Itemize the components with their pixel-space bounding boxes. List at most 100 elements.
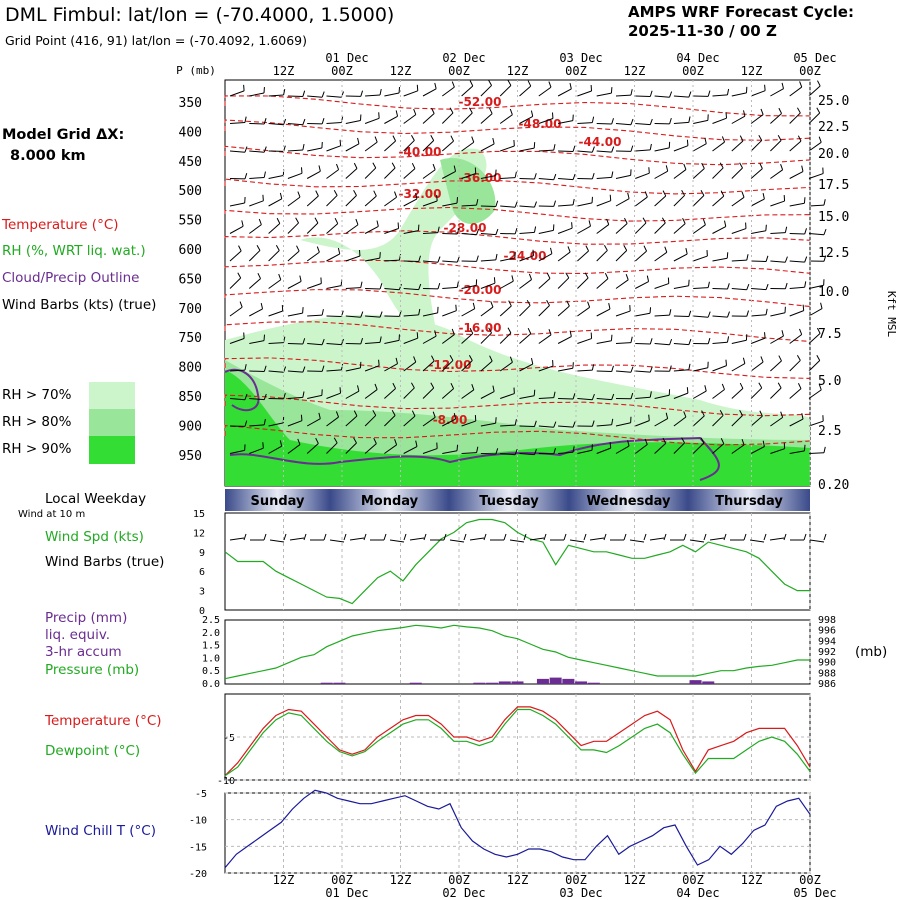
wind-barb-flag — [648, 414, 650, 421]
wind-barbs-grid — [229, 79, 827, 456]
wind-barb-flag — [611, 418, 614, 425]
wind-barb — [229, 369, 246, 372]
wind-barb-flag — [449, 107, 454, 114]
wind-barb — [635, 370, 651, 373]
wind-barb — [345, 143, 360, 152]
wind-barb — [480, 259, 496, 262]
windchill-tick-label: -15 — [189, 842, 207, 853]
wind-barb — [364, 443, 377, 454]
wind-barb — [596, 340, 612, 344]
temp-tick-label: -10 — [217, 776, 235, 787]
wind-barb — [596, 308, 611, 317]
surface-wind-barb — [769, 537, 785, 541]
kft-tick-label: 10.0 — [818, 285, 849, 300]
wind-barb-flag — [508, 300, 512, 307]
wind-barb — [519, 147, 535, 152]
wind-barb — [596, 176, 612, 179]
wind-barb-flag — [410, 382, 415, 389]
wind-barb-flag — [379, 311, 383, 318]
wind-barb — [442, 86, 455, 97]
wind-barb-flag — [609, 194, 612, 201]
wind-barb — [789, 233, 805, 235]
wind-barb — [268, 174, 284, 179]
wind-barb — [345, 390, 360, 399]
wind-barb — [615, 310, 631, 317]
wind-barb — [364, 389, 378, 399]
wind-barb — [634, 222, 647, 234]
wind-barb-flag — [469, 327, 474, 334]
wind-barb-flag — [704, 385, 707, 392]
wind-barb-flag — [804, 256, 808, 263]
wind-barb-flag — [299, 275, 302, 282]
page-title: DML Fimbul: lat/lon = (-70.4000, 1.5000) — [5, 4, 395, 26]
temp-contour-2 — [224, 145, 811, 166]
wind-barb-flag — [495, 253, 498, 260]
wind-barb — [712, 415, 724, 427]
wind-barb-flag — [453, 413, 457, 420]
wind-barb-flag — [356, 385, 360, 392]
wind-barb-flag — [797, 135, 802, 142]
wind-barb — [557, 251, 571, 262]
surface-wind-barb-flag — [763, 533, 767, 541]
wind-barb-flag — [532, 249, 535, 256]
wind-barb-flag — [318, 412, 321, 419]
precip-bar — [320, 682, 333, 684]
wind-barb-flag — [611, 118, 614, 125]
wind-barb — [229, 121, 245, 124]
wind-barb-flag — [337, 247, 341, 255]
surface-wind-barb-flag — [423, 533, 427, 541]
wind-barb — [615, 198, 630, 207]
wind-barb-flag — [797, 383, 802, 389]
wind-barb — [808, 173, 824, 179]
wind-barb-flag — [823, 199, 826, 206]
temp-contour-5 — [224, 230, 811, 245]
surface-wind-barb — [229, 537, 245, 541]
wind-barb — [364, 225, 379, 234]
wind-barb-flag — [488, 79, 493, 86]
rh80-label: RH > 80% — [2, 414, 72, 430]
rh-legend: RH (%, WRT liq. wat.) — [2, 243, 146, 259]
wind-barb — [480, 391, 495, 399]
wind-barb — [808, 360, 821, 372]
wind-barb — [461, 173, 476, 179]
precip-bar — [486, 682, 499, 684]
wind-barb — [403, 415, 416, 427]
wind-barb-flag — [630, 145, 634, 152]
wind-barb — [538, 229, 554, 234]
wind-barb-flag — [239, 301, 243, 308]
wind-barb-flag — [257, 272, 261, 279]
surface-wind-barb — [709, 537, 725, 541]
wind-barb — [731, 167, 743, 179]
wind-barb — [596, 370, 612, 373]
wind-barb — [712, 226, 727, 234]
wind-barb-flag — [432, 163, 436, 170]
wind-barb — [365, 341, 381, 344]
wind-barb-flag — [569, 330, 572, 337]
wind-barb — [673, 442, 685, 454]
wind-barb — [654, 443, 667, 454]
wind-barb — [712, 389, 725, 399]
p-tick-label: 400 — [179, 125, 202, 140]
wind-barb-flag — [739, 135, 744, 142]
wind-barb-flag — [411, 134, 415, 141]
temp-contour-11 — [224, 424, 811, 446]
model-grid-label: Model Grid ΔX: — [2, 127, 125, 143]
wind-barb — [345, 367, 361, 372]
wind-barb — [287, 370, 303, 373]
wind-barb-flag — [801, 165, 804, 172]
wind-barb — [480, 233, 496, 236]
p-tick-label: 850 — [179, 390, 202, 405]
wind-barb-flag — [260, 302, 264, 310]
wind-barb-flag — [609, 442, 612, 449]
wind-barb-flag — [527, 80, 532, 87]
precip-label3: 3-hr accum — [45, 644, 122, 660]
wind-barb-flag — [514, 227, 518, 235]
wind-barb — [770, 260, 786, 263]
windchill-tick-label: -20 — [189, 869, 207, 880]
temp-label: -52.00 — [459, 95, 502, 109]
wind-barb-flag — [565, 272, 570, 279]
surface-wind-barb — [589, 537, 605, 541]
wind-barb-flag — [373, 190, 377, 197]
surface-wind-barb — [749, 539, 765, 543]
wind-barb-flag — [762, 193, 765, 200]
